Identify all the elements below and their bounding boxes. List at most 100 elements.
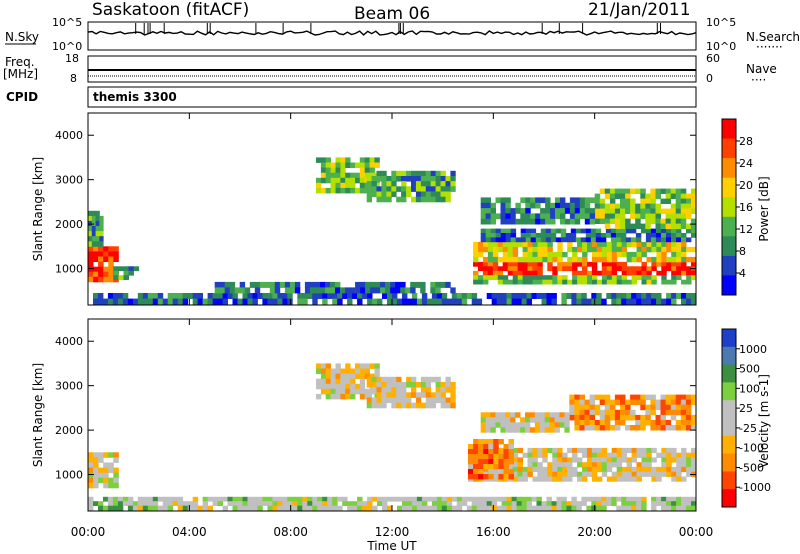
- heatmap-cell: [600, 233, 607, 238]
- heatmap-cell: [587, 457, 593, 463]
- heatmap-cell: [162, 501, 169, 506]
- heatmap-cell: [555, 202, 561, 209]
- heatmap-cell: [103, 298, 109, 305]
- heatmap-cell: [559, 422, 565, 428]
- heatmap-cell: [611, 266, 618, 272]
- heatmap-cell: [579, 425, 585, 431]
- heatmap-cell: [685, 213, 692, 219]
- heatmap-cell: [410, 281, 416, 288]
- heatmap-cell: [415, 176, 422, 182]
- colorbar-segment: [722, 216, 736, 237]
- heatmap-cell: [532, 261, 538, 267]
- heatmap-cell: [596, 462, 603, 468]
- heatmap-cell: [420, 181, 427, 187]
- heatmap-cell: [675, 420, 682, 426]
- heatmap-cell: [425, 196, 432, 203]
- heatmap-cell: [676, 501, 682, 506]
- heatmap-cell: [601, 471, 608, 477]
- heatmap-cell: [113, 256, 119, 262]
- heatmap-cell: [345, 187, 351, 194]
- heatmap-cell: [625, 223, 631, 229]
- heatmap-cell: [561, 496, 567, 502]
- heatmap-cell: [656, 261, 662, 267]
- heatmap-cell: [616, 298, 622, 305]
- heatmap-cell: [391, 392, 397, 398]
- colorbar-tick-label: 8: [739, 245, 746, 258]
- heatmap-cell: [386, 382, 392, 388]
- freq-strip: Freq. [MHz] 18 8 60 0 Nave ····: [3, 52, 777, 87]
- heatmap-cell: [377, 496, 383, 502]
- heatmap-cell: [589, 208, 596, 214]
- heatmap-cell: [364, 368, 370, 374]
- heatmap-cell: [631, 496, 637, 502]
- heatmap-cell: [686, 246, 692, 253]
- heatmap-cell: [616, 505, 622, 511]
- heatmap-cell: [621, 501, 627, 506]
- heatmap-cell: [485, 233, 492, 238]
- heatmap-cell: [601, 466, 608, 473]
- heatmap-cell: [592, 279, 598, 285]
- heatmap-cell: [604, 420, 611, 426]
- heatmap-cell: [416, 501, 423, 506]
- heatmap-cell: [587, 462, 593, 468]
- heatmap-cell: [197, 293, 203, 299]
- heatmap-cell: [660, 218, 666, 224]
- heatmap-cell: [584, 404, 590, 411]
- heatmap-cell: [606, 293, 612, 299]
- heatmap-cell: [350, 162, 356, 168]
- heatmap-cell: [676, 266, 682, 272]
- heatmap-cell: [292, 501, 298, 506]
- heatmap-cell: [492, 241, 499, 248]
- heatmap-cell: [671, 501, 677, 506]
- heatmap-cell: [527, 279, 533, 285]
- heatmap-cell: [686, 266, 692, 272]
- colorbar-tick-label: 25: [739, 402, 753, 415]
- heatmap-cell: [640, 213, 646, 219]
- heatmap-cell: [503, 469, 509, 475]
- heatmap-cell: [425, 176, 432, 182]
- heatmap-cell: [380, 281, 386, 288]
- heatmap-cell: [636, 466, 642, 473]
- heatmap-cell: [359, 388, 366, 395]
- heatmap-cell: [517, 457, 523, 463]
- heatmap-cell: [390, 281, 396, 288]
- nave-label: Nave: [746, 62, 777, 76]
- heatmap-cell: [585, 228, 592, 234]
- heatmap-cell: [557, 466, 563, 473]
- heatmap-cell: [557, 241, 563, 248]
- heatmap-cell: [556, 501, 562, 506]
- heatmap-cell: [614, 399, 621, 406]
- heatmap-cell: [396, 176, 402, 182]
- heatmap-cell: [556, 505, 562, 511]
- heatmap-cell: [118, 275, 124, 280]
- heatmap-cell: [670, 193, 677, 199]
- heatmap-cell: [676, 233, 682, 238]
- heatmap-cell: [359, 187, 366, 194]
- heatmap-cell: [436, 298, 443, 305]
- heatmap-cell: [671, 237, 677, 243]
- heatmap-cell: [572, 275, 578, 280]
- heatmap-cell: [88, 266, 94, 273]
- heatmap-cell: [287, 293, 293, 299]
- heatmap-cell: [591, 466, 598, 473]
- heatmap-cell: [599, 213, 606, 219]
- heatmap-cell: [502, 279, 509, 285]
- heatmap-cell: [330, 167, 336, 174]
- heatmap-cell: [287, 298, 293, 305]
- heatmap-cell: [508, 474, 514, 480]
- heatmap-cell: [325, 383, 331, 390]
- heatmap-cell: [272, 496, 278, 502]
- heatmap-cell: [93, 271, 99, 278]
- heatmap-cell: [497, 266, 504, 272]
- heatmap-cell: [636, 266, 642, 272]
- heatmap-cell: [420, 191, 427, 198]
- heatmap-cell: [567, 246, 573, 253]
- heatmap-cell: [591, 452, 598, 458]
- heatmap-cell: [631, 466, 637, 473]
- heatmap-cell: [492, 246, 499, 253]
- heatmap-cell: [557, 462, 563, 468]
- heatmap-cell: [162, 505, 169, 511]
- heatmap-cell: [641, 447, 647, 454]
- heatmap-cell: [531, 505, 537, 511]
- heatmap-cell: [527, 471, 533, 477]
